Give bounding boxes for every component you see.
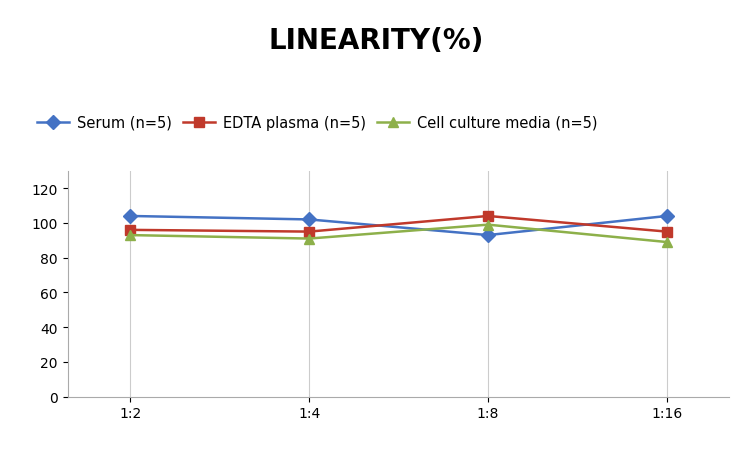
Cell culture media (n=5)	[126, 233, 135, 238]
Line: EDTA plasma (n=5): EDTA plasma (n=5)	[126, 212, 672, 237]
EDTA plasma (n=5)	[126, 228, 135, 233]
Cell culture media (n=5)	[305, 236, 314, 242]
EDTA plasma (n=5)	[484, 214, 493, 219]
EDTA plasma (n=5)	[305, 230, 314, 235]
Serum (n=5)	[484, 233, 493, 238]
EDTA plasma (n=5)	[663, 230, 672, 235]
Line: Serum (n=5): Serum (n=5)	[126, 212, 672, 240]
Text: LINEARITY(%): LINEARITY(%)	[268, 27, 484, 55]
Cell culture media (n=5)	[663, 240, 672, 245]
Legend: Serum (n=5), EDTA plasma (n=5), Cell culture media (n=5): Serum (n=5), EDTA plasma (n=5), Cell cul…	[38, 115, 597, 130]
Line: Cell culture media (n=5): Cell culture media (n=5)	[126, 220, 672, 247]
Serum (n=5)	[126, 214, 135, 219]
Cell culture media (n=5)	[484, 222, 493, 228]
Serum (n=5)	[305, 217, 314, 223]
Serum (n=5)	[663, 214, 672, 219]
